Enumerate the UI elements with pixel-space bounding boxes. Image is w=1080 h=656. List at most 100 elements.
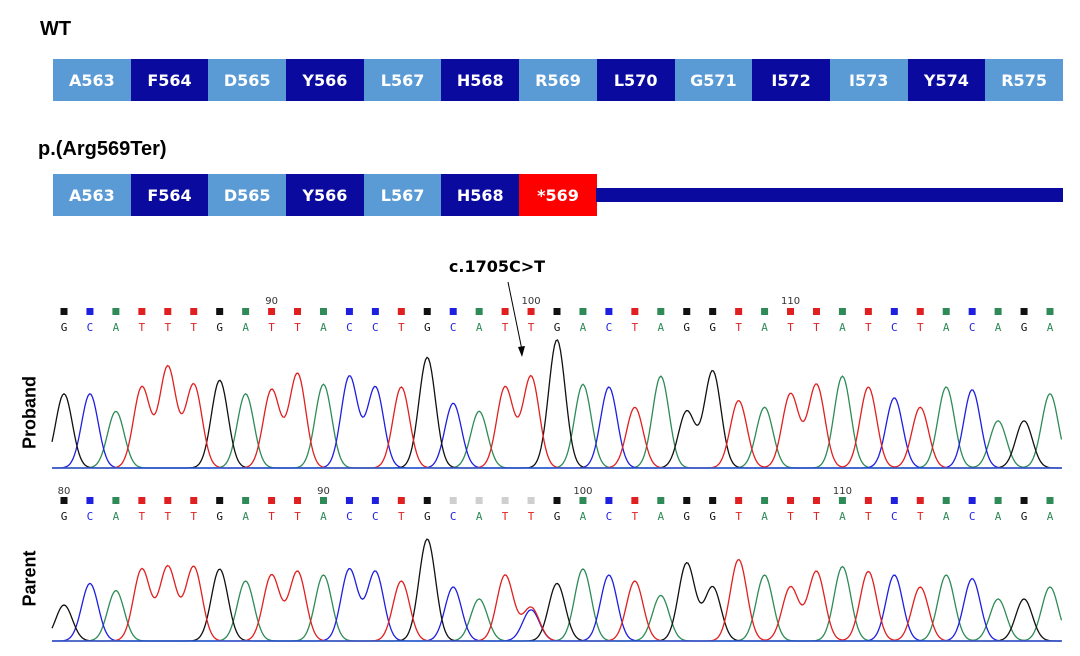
position-label: 110	[833, 486, 852, 497]
base-call-G: G	[683, 510, 690, 523]
base-call-T: T	[528, 321, 535, 334]
base-quality-marker	[631, 497, 639, 504]
base-call-T: T	[813, 321, 820, 334]
base-call-A: A	[476, 510, 483, 523]
base-quality-marker	[605, 497, 613, 504]
base-quality-marker	[294, 497, 302, 504]
base-quality-marker	[683, 497, 691, 504]
base-quality-marker	[787, 497, 795, 504]
base-quality-marker	[579, 497, 587, 504]
proband-trace: 90 100 110 G C A T T T G A T T A C C T G C A T T G A C T A G G T A T T A T…	[51, 296, 1063, 469]
mutant-protein-track: A563 F564 D565 Y566 L567 H568 *569	[53, 174, 597, 216]
base-quality-marker	[942, 308, 950, 315]
base-quality-marker	[1020, 308, 1028, 315]
base-quality-marker	[553, 308, 561, 315]
base-quality-marker	[735, 497, 743, 504]
base-quality-marker	[475, 497, 483, 504]
base-call-T: T	[735, 510, 742, 523]
parent-trace: 80 90 100 110 G C A T T T G A T T A C C T G C A T T G A C T A G G T A T T…	[51, 486, 1063, 642]
base-quality-marker	[812, 497, 820, 504]
wt-protein-track: A563 F564 D565 Y566 L567 H568 R569 L570 G571 I572…	[53, 59, 1063, 101]
base-call-T: T	[268, 321, 275, 334]
base-quality-marker	[709, 308, 717, 315]
base-call-T: T	[787, 510, 794, 523]
base-call-A: A	[476, 321, 483, 334]
base-quality-marker	[605, 308, 613, 315]
position-label: 90	[317, 486, 330, 497]
truncated-tail	[596, 188, 1063, 202]
base-call-G: G	[1021, 510, 1028, 523]
base-call-C: C	[87, 321, 94, 334]
base-quality-marker	[501, 497, 509, 504]
residue-f564: F564	[130, 59, 209, 101]
position-label: 110	[781, 296, 800, 307]
base-call-C: C	[372, 510, 379, 523]
base-call-G: G	[683, 321, 690, 334]
base-call-T: T	[917, 510, 924, 523]
base-call-G: G	[424, 510, 431, 523]
base-quality-marker	[735, 308, 743, 315]
base-call-T: T	[398, 321, 405, 334]
position-label: 100	[573, 486, 592, 497]
base-quality-marker	[942, 497, 950, 504]
base-call-T: T	[632, 321, 639, 334]
base-call-G: G	[424, 321, 431, 334]
residue-l567: L567	[363, 59, 442, 101]
base-call-T: T	[268, 510, 275, 523]
base-call-A: A	[761, 321, 768, 334]
base-call-C: C	[969, 321, 976, 334]
base-call-A: A	[113, 510, 120, 523]
base-quality-marker	[190, 308, 198, 315]
base-quality-marker	[864, 308, 872, 315]
base-call-C: C	[450, 510, 457, 523]
base-quality-marker	[112, 308, 120, 315]
base-call-C: C	[969, 510, 976, 523]
position-label: 80	[58, 486, 71, 497]
base-call-A: A	[995, 321, 1002, 334]
base-quality-marker	[527, 308, 535, 315]
base-call-T: T	[632, 510, 639, 523]
base-quality-marker	[683, 308, 691, 315]
base-quality-marker	[631, 308, 639, 315]
base-call-T: T	[865, 510, 872, 523]
base-quality-marker	[657, 497, 665, 504]
residue-a563: A563	[53, 59, 131, 101]
base-call-C: C	[346, 321, 353, 334]
base-call-G: G	[709, 510, 716, 523]
base-call-A: A	[943, 510, 950, 523]
base-call-G: G	[554, 321, 561, 334]
residue-i573: I573	[829, 59, 908, 101]
base-call-A: A	[657, 321, 664, 334]
base-call-C: C	[87, 510, 94, 523]
residue-r569: R569	[519, 59, 597, 101]
residue-r575: R575	[985, 59, 1063, 101]
base-call-C: C	[346, 510, 353, 523]
base-call-T: T	[865, 321, 872, 334]
base-quality-marker	[890, 497, 898, 504]
base-call-C: C	[372, 321, 379, 334]
trace-G	[51, 538, 1062, 642]
base-call-T: T	[294, 321, 301, 334]
base-quality-marker	[60, 497, 68, 504]
base-quality-marker	[864, 497, 872, 504]
base-quality-marker	[994, 497, 1002, 504]
base-quality-marker	[345, 497, 353, 504]
residue-l567: L567	[363, 174, 442, 216]
base-quality-marker	[242, 308, 250, 315]
base-quality-marker	[164, 308, 172, 315]
base-call-T: T	[190, 510, 197, 523]
base-call-A: A	[242, 321, 249, 334]
base-quality-marker	[216, 497, 224, 504]
base-quality-marker	[371, 308, 379, 315]
base-quality-marker	[501, 308, 509, 315]
wt-label: WT	[40, 18, 72, 40]
variant-annotation: c.1705C>T	[449, 257, 545, 276]
residue-l570: L570	[596, 59, 675, 101]
base-quality-marker	[268, 497, 276, 504]
residue-h568: H568	[441, 174, 520, 216]
base-call-C: C	[450, 321, 457, 334]
residue-g571: G571	[674, 59, 753, 101]
base-call-A: A	[943, 321, 950, 334]
base-call-A: A	[580, 510, 587, 523]
